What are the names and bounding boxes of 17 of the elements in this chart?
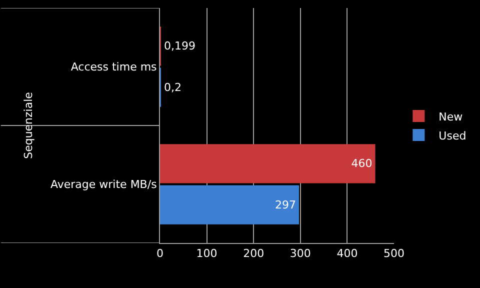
x-tick-label: 300: [290, 247, 311, 260]
y-axis-title: Sequenziale: [22, 92, 36, 159]
data-label: 460: [351, 157, 372, 170]
x-tick-label: 500: [384, 247, 404, 260]
y-tick-label: Access time ms: [70, 60, 158, 74]
bar: [160, 144, 376, 184]
legend-label: Used: [438, 129, 466, 142]
x-tick-label: 0: [156, 247, 164, 260]
data-label: 0,199: [164, 40, 196, 53]
x-tick-label: 400: [336, 247, 358, 260]
data-label: 297: [275, 198, 296, 212]
y-tick-label: Average write MB/s: [50, 178, 158, 192]
data-label: 0,2: [164, 80, 182, 94]
bar: [160, 185, 299, 224]
x-tick-label: 200: [243, 247, 264, 260]
x-tick-label: 100: [196, 247, 218, 260]
legend-label: New: [438, 110, 463, 124]
